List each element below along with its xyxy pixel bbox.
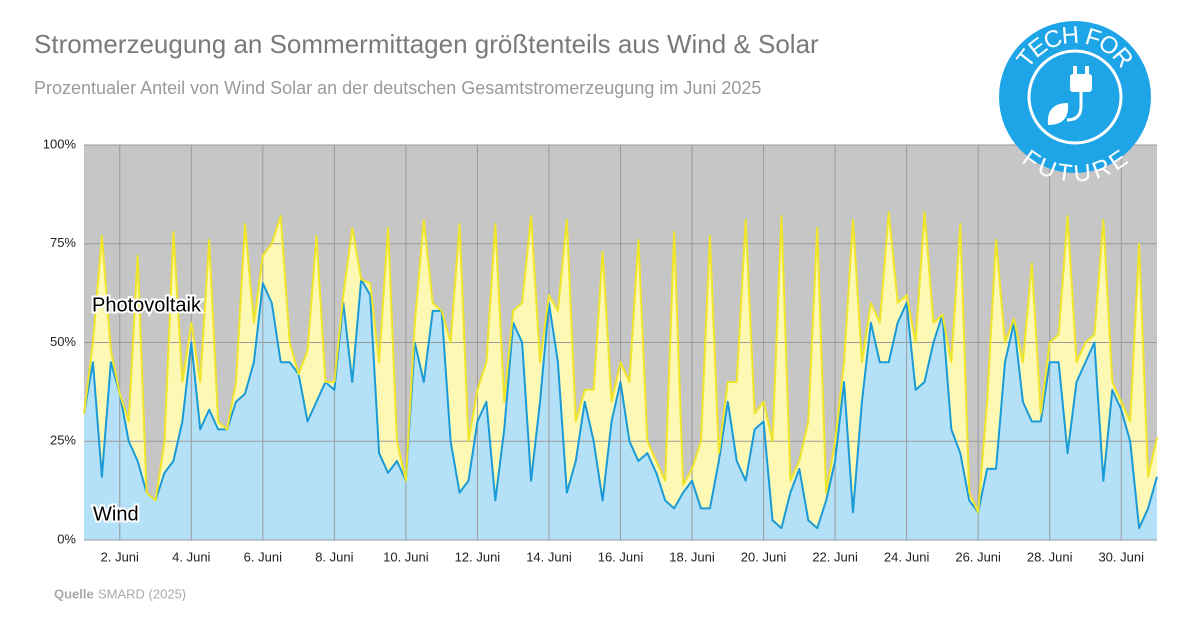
- x-tick-label: 20. Juni: [741, 549, 787, 564]
- chart-title: Stromerzeugung an Sommermittagen größten…: [34, 29, 819, 59]
- chart-subtitle: Prozentualer Anteil von Wind Solar an de…: [34, 78, 761, 98]
- y-tick-label: 25%: [50, 433, 76, 448]
- series-label: Photovoltaik: [92, 294, 202, 316]
- x-tick-label: 26. Juni: [955, 549, 1001, 564]
- logo-ring: [1027, 49, 1123, 145]
- x-tick-label: 18. Juni: [669, 549, 715, 564]
- y-tick-label: 75%: [50, 235, 76, 250]
- series-label: Wind: [93, 503, 139, 525]
- logo-circle: [999, 21, 1151, 173]
- plug-cable: [1066, 92, 1083, 122]
- plug-icon: [1070, 74, 1092, 92]
- x-tick-label: 22. Juni: [812, 549, 858, 564]
- x-tick-label: 6. Juni: [244, 549, 282, 564]
- x-tick-label: 2. Juni: [101, 549, 139, 564]
- x-tick-label: 14. Juni: [526, 549, 572, 564]
- x-tick-label: 28. Juni: [1027, 549, 1073, 564]
- x-tick-label: 12. Juni: [455, 549, 501, 564]
- plug-pin: [1073, 66, 1077, 75]
- plug-pin: [1085, 66, 1089, 75]
- x-tick-label: 10. Juni: [383, 549, 429, 564]
- marks: [83, 144, 1158, 541]
- x-tick-label: 4. Juni: [172, 549, 210, 564]
- x-tick-label: 30. Juni: [1098, 549, 1144, 564]
- source-label: Quelle: [54, 586, 94, 601]
- leaf-icon: [1047, 103, 1069, 125]
- line: [83, 211, 1158, 514]
- x-tick-label: 8. Juni: [315, 549, 353, 564]
- y-tick-label: 50%: [50, 334, 76, 349]
- y-tick-label: 0%: [57, 531, 76, 546]
- x-tick-label: 16. Juni: [598, 549, 644, 564]
- source-text: SMARD (2025): [98, 586, 186, 601]
- y-tick-label: 100%: [43, 136, 77, 151]
- x-tick-label: 24. Juni: [884, 549, 930, 564]
- logo: TECH FOR FUTURE: [999, 21, 1151, 188]
